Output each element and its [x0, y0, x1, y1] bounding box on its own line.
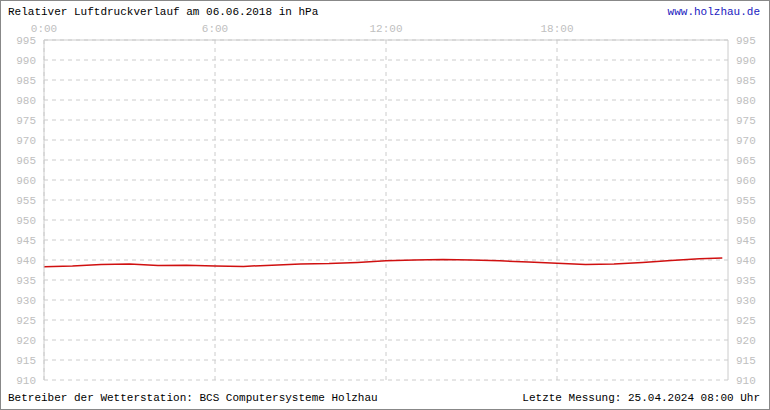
svg-text:18:00: 18:00: [540, 23, 573, 35]
svg-text:955: 955: [16, 195, 36, 207]
svg-text:945: 945: [736, 235, 756, 247]
svg-text:915: 915: [736, 355, 756, 367]
svg-text:925: 925: [16, 315, 36, 327]
svg-text:970: 970: [16, 135, 36, 147]
svg-text:930: 930: [16, 295, 36, 307]
svg-text:965: 965: [16, 155, 36, 167]
html-text:Betreiber der Wetterstation: B: Betreiber der Wetterstation: BCS Compute…: [8, 392, 378, 404]
html-text:Letzte Messung: 25.04.2024 08:: Letzte Messung: 25.04.2024 08:00 Uhr: [522, 392, 760, 404]
svg-text:0:00: 0:00: [31, 23, 57, 35]
svg-text:960: 960: [16, 175, 36, 187]
svg-text:985: 985: [16, 75, 36, 87]
svg-text:910: 910: [736, 375, 756, 387]
svg-text:985: 985: [736, 75, 756, 87]
svg-text:990: 990: [736, 55, 756, 67]
svg-text:935: 935: [736, 275, 756, 287]
svg-text:940: 940: [736, 255, 756, 267]
svg-text:925: 925: [736, 315, 756, 327]
svg-text:915: 915: [16, 355, 36, 367]
svg-text:930: 930: [736, 295, 756, 307]
svg-text:980: 980: [736, 95, 756, 107]
svg-text:975: 975: [736, 115, 756, 127]
svg-text:975: 975: [16, 115, 36, 127]
svg-text:995: 995: [16, 35, 36, 47]
html-text:Relativer Luftdruckverlauf am: Relativer Luftdruckverlauf am 06.06.2018…: [8, 6, 319, 18]
svg-text:12:00: 12:00: [369, 23, 402, 35]
svg-text:990: 990: [16, 55, 36, 67]
svg-text:945: 945: [16, 235, 36, 247]
svg-text:6:00: 6:00: [202, 23, 228, 35]
svg-text:920: 920: [736, 335, 756, 347]
svg-text:920: 920: [16, 335, 36, 347]
svg-text:950: 950: [736, 215, 756, 227]
svg-text:970: 970: [736, 135, 756, 147]
svg-text:980: 980: [16, 95, 36, 107]
svg-text:910: 910: [16, 375, 36, 387]
svg-text:940: 940: [16, 255, 36, 267]
svg-text:995: 995: [736, 35, 756, 47]
html-text:www.holzhau.de: www.holzhau.de: [667, 6, 760, 18]
svg-text:960: 960: [736, 175, 756, 187]
svg-text:950: 950: [16, 215, 36, 227]
svg-text:955: 955: [736, 195, 756, 207]
svg-text:965: 965: [736, 155, 756, 167]
svg-text:935: 935: [16, 275, 36, 287]
